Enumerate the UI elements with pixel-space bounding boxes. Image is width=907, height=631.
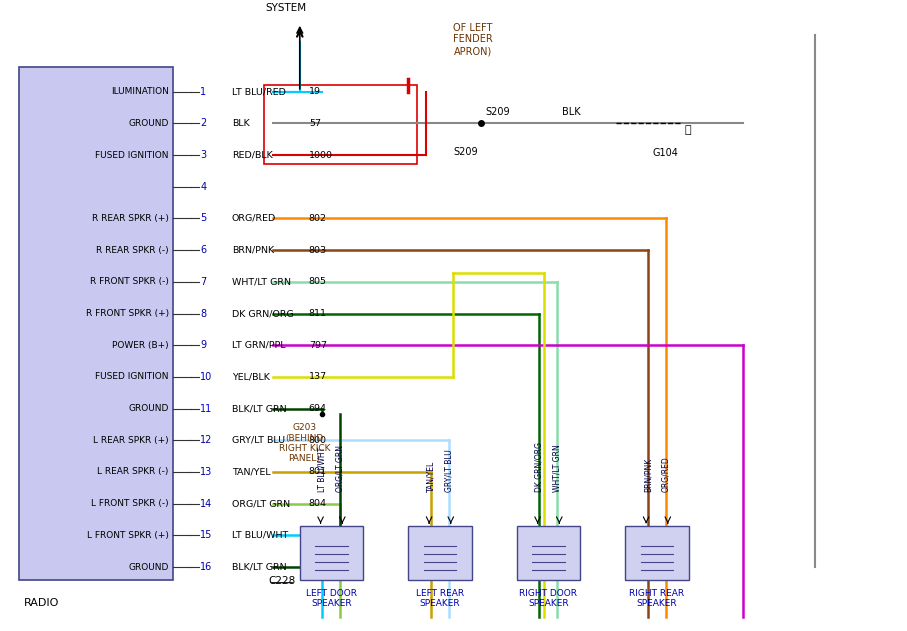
Text: L FRONT SPKR (+): L FRONT SPKR (+) [87,531,169,540]
Text: RIGHT REAR
SPEAKER: RIGHT REAR SPEAKER [629,589,685,608]
Bar [264,85,417,165]
Text: LT BLU/RED: LT BLU/RED [232,87,286,96]
Text: 57: 57 [308,119,321,128]
Text: BRN/PNK: BRN/PNK [232,245,274,255]
Text: SYSTEM: SYSTEM [266,4,307,13]
Text: G203
(BEHIND
RIGHT KICK
PANEL): G203 (BEHIND RIGHT KICK PANEL) [278,423,330,463]
Text: BRN/PNK: BRN/PNK [643,457,652,492]
Text: 8: 8 [200,309,207,319]
Text: L REAR SPKR (+): L REAR SPKR (+) [93,436,169,445]
Text: ORG/LT GRN: ORG/LT GRN [232,499,290,508]
Text: BLK: BLK [562,107,580,117]
Bar [408,526,472,579]
Text: 694: 694 [308,404,327,413]
Text: ORG/RED: ORG/RED [661,456,670,492]
Text: 1: 1 [200,86,207,97]
Text: 11: 11 [200,404,212,413]
Text: 803: 803 [308,245,327,255]
Text: POWER (B+): POWER (B+) [112,341,169,350]
Text: FUSED IGNITION: FUSED IGNITION [95,372,169,381]
Text: LT GRN/PPL: LT GRN/PPL [232,341,286,350]
Text: 1000: 1000 [308,151,333,160]
Text: 6: 6 [200,245,207,255]
Text: TAN/YEL: TAN/YEL [232,468,270,476]
Text: ORG/RED: ORG/RED [232,214,277,223]
Text: GRY/LT BLU: GRY/LT BLU [232,436,285,445]
Text: L FRONT SPKR (-): L FRONT SPKR (-) [91,499,169,508]
Text: WHT/LT GRN: WHT/LT GRN [553,444,562,492]
Text: OF LEFT
FENDER
APRON): OF LEFT FENDER APRON) [454,23,493,56]
Text: R FRONT SPKR (+): R FRONT SPKR (+) [85,309,169,318]
Text: FUSED IGNITION: FUSED IGNITION [95,151,169,160]
Text: S209: S209 [485,107,510,117]
Text: 19: 19 [308,87,321,96]
Text: GROUND: GROUND [128,119,169,128]
Bar [625,526,688,579]
Text: RED/BLK: RED/BLK [232,151,273,160]
Text: 797: 797 [308,341,327,350]
Text: RADIO: RADIO [24,598,59,608]
Text: GROUND: GROUND [128,563,169,572]
Text: LEFT REAR
SPEAKER: LEFT REAR SPEAKER [416,589,464,608]
Text: 4: 4 [200,182,207,192]
Text: RIGHT DOOR
SPEAKER: RIGHT DOOR SPEAKER [520,589,578,608]
Text: 7: 7 [200,277,207,287]
Text: BLK/LT GRN: BLK/LT GRN [232,563,287,572]
Text: BLK/LT GRN: BLK/LT GRN [232,404,287,413]
Text: YEL/BLK: YEL/BLK [232,372,270,381]
Text: TAN/YEL: TAN/YEL [426,461,435,492]
Text: 5: 5 [200,213,207,223]
Text: GRY/LT BLU: GRY/LT BLU [444,449,454,492]
Text: BLK: BLK [232,119,249,128]
Bar [300,526,363,579]
Text: 10: 10 [200,372,212,382]
Text: ILUMINATION: ILUMINATION [111,87,169,96]
Text: C228: C228 [268,577,296,586]
Text: 12: 12 [200,435,213,445]
Text: 694: 694 [308,563,327,572]
Text: 804: 804 [308,499,327,508]
Text: R REAR SPKR (+): R REAR SPKR (+) [92,214,169,223]
Bar [517,526,580,579]
Text: 16: 16 [200,562,212,572]
Text: 13: 13 [200,467,212,477]
Text: R REAR SPKR (-): R REAR SPKR (-) [96,245,169,255]
Text: ORG/LT GRN: ORG/LT GRN [336,445,345,492]
Text: 802: 802 [308,214,327,223]
Text: 137: 137 [308,372,327,381]
Text: 805: 805 [308,278,327,286]
Text: LT BLU/WHT: LT BLU/WHT [317,447,327,492]
Text: GROUND: GROUND [128,404,169,413]
Text: 800: 800 [308,436,327,445]
Text: G104: G104 [652,148,678,158]
Text: 14: 14 [200,498,212,509]
Text: 813: 813 [308,531,327,540]
Text: DK GRN/ORG: DK GRN/ORG [232,309,294,318]
Text: ⏚: ⏚ [684,124,691,134]
Text: L REAR SPKR (-): L REAR SPKR (-) [97,468,169,476]
Text: 811: 811 [308,309,327,318]
Bar [19,67,173,579]
Text: R FRONT SPKR (-): R FRONT SPKR (-) [90,278,169,286]
Text: WHT/LT GRN: WHT/LT GRN [232,278,291,286]
Text: LEFT DOOR
SPEAKER: LEFT DOOR SPEAKER [306,589,357,608]
Text: 801: 801 [308,468,327,476]
Text: 15: 15 [200,531,213,540]
Text: DK GRN/ORG: DK GRN/ORG [535,442,544,492]
Text: S209: S209 [454,147,478,157]
Text: LT BLU/WHT: LT BLU/WHT [232,531,288,540]
Text: 9: 9 [200,340,207,350]
Text: 3: 3 [200,150,207,160]
Text: 2: 2 [200,119,207,128]
